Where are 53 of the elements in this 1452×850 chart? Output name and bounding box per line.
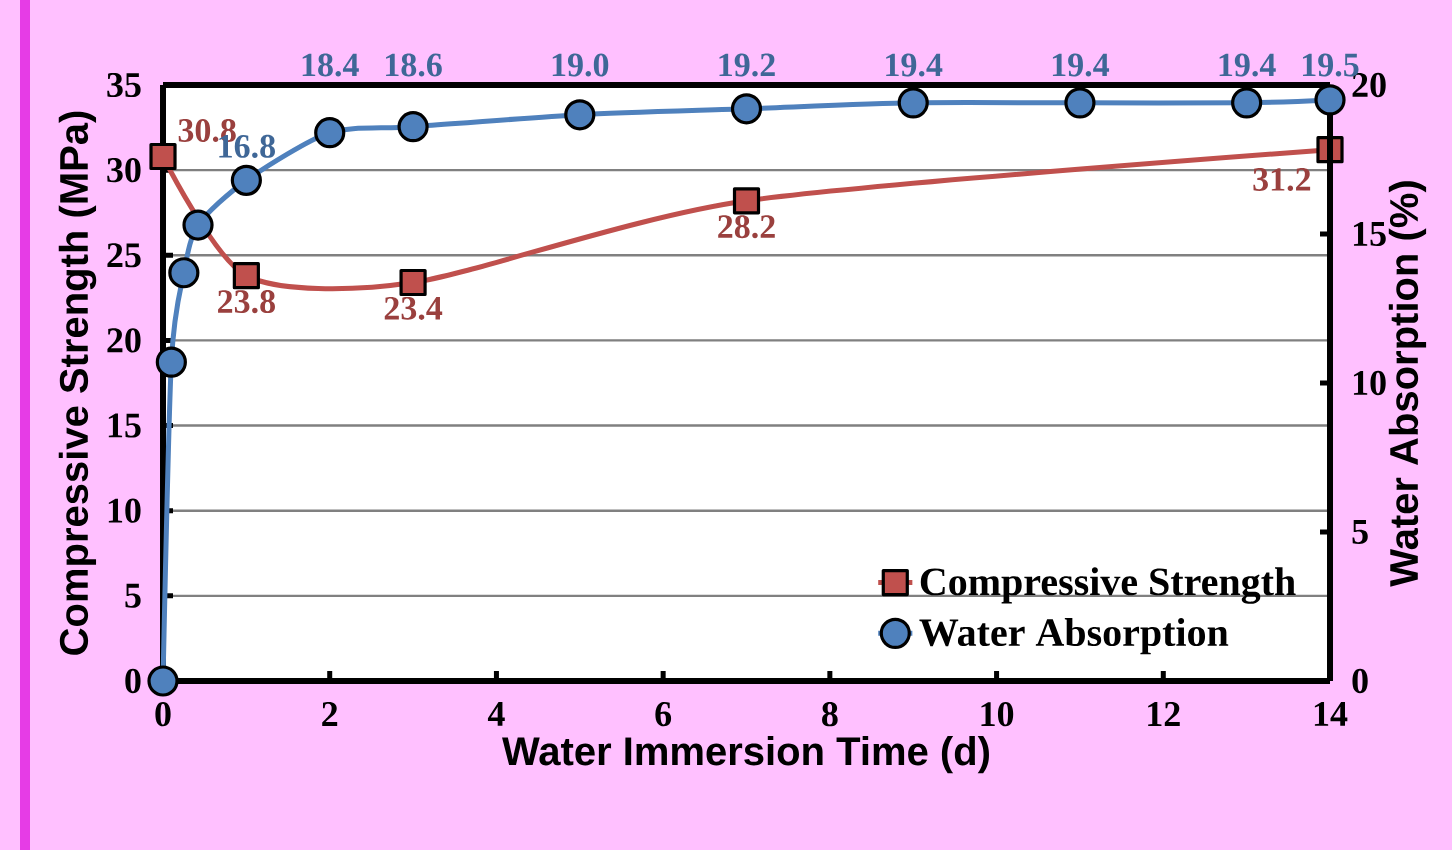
y-tick-label: 10 xyxy=(108,498,141,523)
point xyxy=(1231,87,1263,119)
y2-axis-title: Water Absorption (%) xyxy=(1388,181,1427,587)
x-tick-label: 14 xyxy=(1314,702,1348,726)
data-label: 31.2 xyxy=(1253,168,1311,192)
data-label: 23.4 xyxy=(384,296,443,320)
y2-tick-label: 0 xyxy=(1352,668,1368,694)
x-axis-title: Water Immersion Time (d) xyxy=(502,736,989,774)
x-tick-label: 10 xyxy=(981,702,1014,727)
data-label: 19.4 xyxy=(1052,53,1110,77)
point xyxy=(147,665,179,697)
y2-tick-label: 15 xyxy=(1353,221,1386,247)
point xyxy=(155,346,187,378)
data-label: 18.6 xyxy=(386,53,442,77)
x-tick-label: 2 xyxy=(322,702,338,726)
data-label: 28.2 xyxy=(718,215,775,239)
x-tick-label: 8 xyxy=(822,702,838,727)
point xyxy=(399,268,427,297)
point xyxy=(314,117,346,149)
y-tick-label: 35 xyxy=(107,72,141,98)
y-tick-label: 15 xyxy=(108,413,141,438)
point xyxy=(182,209,214,241)
y-tick-label: 25 xyxy=(107,243,141,268)
data-label: 18.4 xyxy=(302,53,359,77)
x-tick-label: 6 xyxy=(655,702,672,727)
legend-label: Water Absorption xyxy=(919,617,1229,655)
data-label: 19.4 xyxy=(1219,53,1276,77)
point xyxy=(732,187,761,215)
y-tick-label: 20 xyxy=(107,328,141,353)
point xyxy=(730,93,763,125)
point xyxy=(149,142,177,171)
x-tick-label: 4 xyxy=(487,702,505,726)
point xyxy=(1314,84,1346,116)
data-label: 23.8 xyxy=(218,290,275,314)
point xyxy=(230,164,262,196)
y2-tick-label: 10 xyxy=(1353,370,1386,396)
point xyxy=(232,262,260,290)
data-label: 19.2 xyxy=(719,53,775,77)
data-label: 19.0 xyxy=(552,53,609,77)
point xyxy=(1064,87,1096,119)
point xyxy=(897,87,929,119)
point xyxy=(564,99,596,131)
y-tick-label: 30 xyxy=(107,157,141,183)
y-tick-label: 5 xyxy=(125,583,141,608)
y-tick-label: 0 xyxy=(125,668,141,694)
legend-label: Compressive Strength xyxy=(920,567,1296,604)
y-axis-title: Compressive Strength (MPa) xyxy=(58,111,97,655)
point xyxy=(397,111,429,143)
x-tick-label: 0 xyxy=(155,702,171,727)
x-tick-label: 12 xyxy=(1148,702,1180,726)
data-label: 19.4 xyxy=(886,53,943,77)
y2-tick-label: 5 xyxy=(1352,520,1368,544)
point xyxy=(168,257,200,289)
